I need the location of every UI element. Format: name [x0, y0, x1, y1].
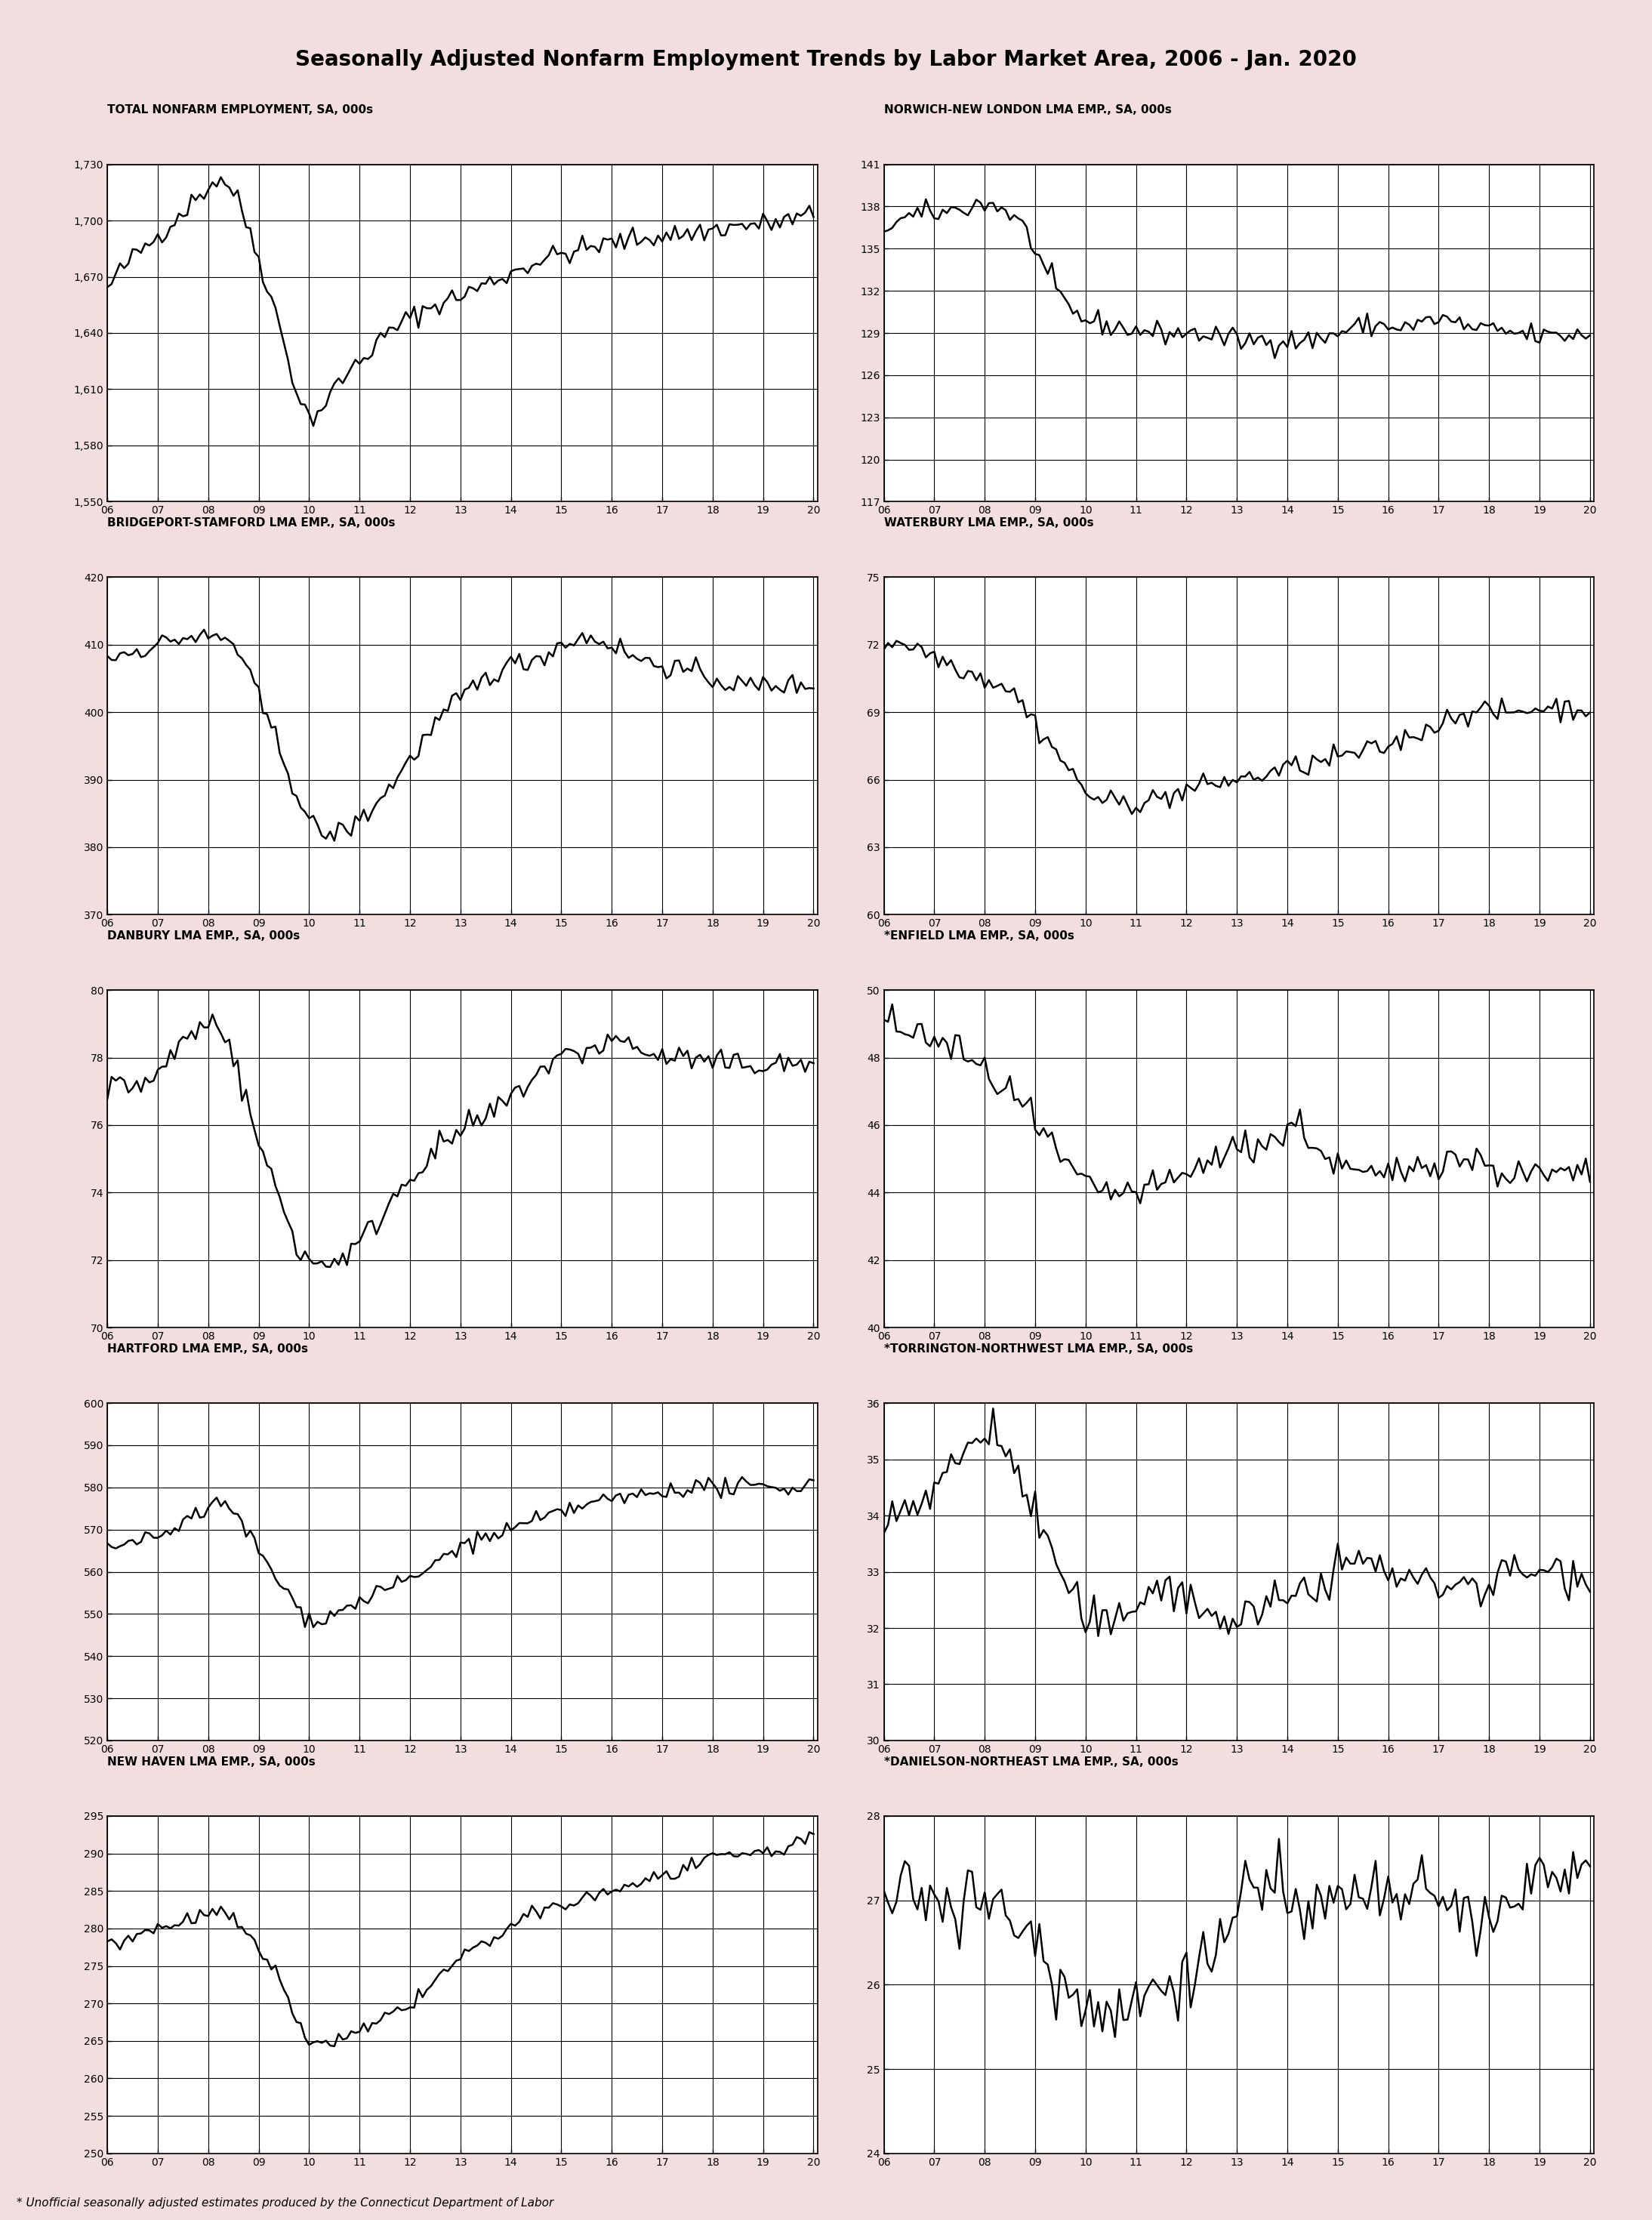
Text: * Unofficial seasonally adjusted estimates produced by the Connecticut Departmen: * Unofficial seasonally adjusted estimat… — [17, 2198, 553, 2209]
Text: *TORRINGTON-NORTHWEST LMA EMP., SA, 000s: *TORRINGTON-NORTHWEST LMA EMP., SA, 000s — [884, 1343, 1193, 1354]
Text: Seasonally Adjusted Nonfarm Employment Trends by Labor Market Area, 2006 - Jan. : Seasonally Adjusted Nonfarm Employment T… — [296, 49, 1356, 71]
Text: *ENFIELD LMA EMP., SA, 000s: *ENFIELD LMA EMP., SA, 000s — [884, 930, 1074, 941]
Text: NEW HAVEN LMA EMP., SA, 000s: NEW HAVEN LMA EMP., SA, 000s — [107, 1756, 316, 1767]
Text: HARTFORD LMA EMP., SA, 000s: HARTFORD LMA EMP., SA, 000s — [107, 1343, 309, 1354]
Text: WATERBURY LMA EMP., SA, 000s: WATERBURY LMA EMP., SA, 000s — [884, 517, 1094, 528]
Text: NORWICH-NEW LONDON LMA EMP., SA, 000s: NORWICH-NEW LONDON LMA EMP., SA, 000s — [884, 104, 1171, 115]
Text: BRIDGEPORT-STAMFORD LMA EMP., SA, 000s: BRIDGEPORT-STAMFORD LMA EMP., SA, 000s — [107, 517, 395, 528]
Text: TOTAL NONFARM EMPLOYMENT, SA, 000s: TOTAL NONFARM EMPLOYMENT, SA, 000s — [107, 104, 373, 115]
Text: DANBURY LMA EMP., SA, 000s: DANBURY LMA EMP., SA, 000s — [107, 930, 301, 941]
Text: *DANIELSON-NORTHEAST LMA EMP., SA, 000s: *DANIELSON-NORTHEAST LMA EMP., SA, 000s — [884, 1756, 1178, 1767]
